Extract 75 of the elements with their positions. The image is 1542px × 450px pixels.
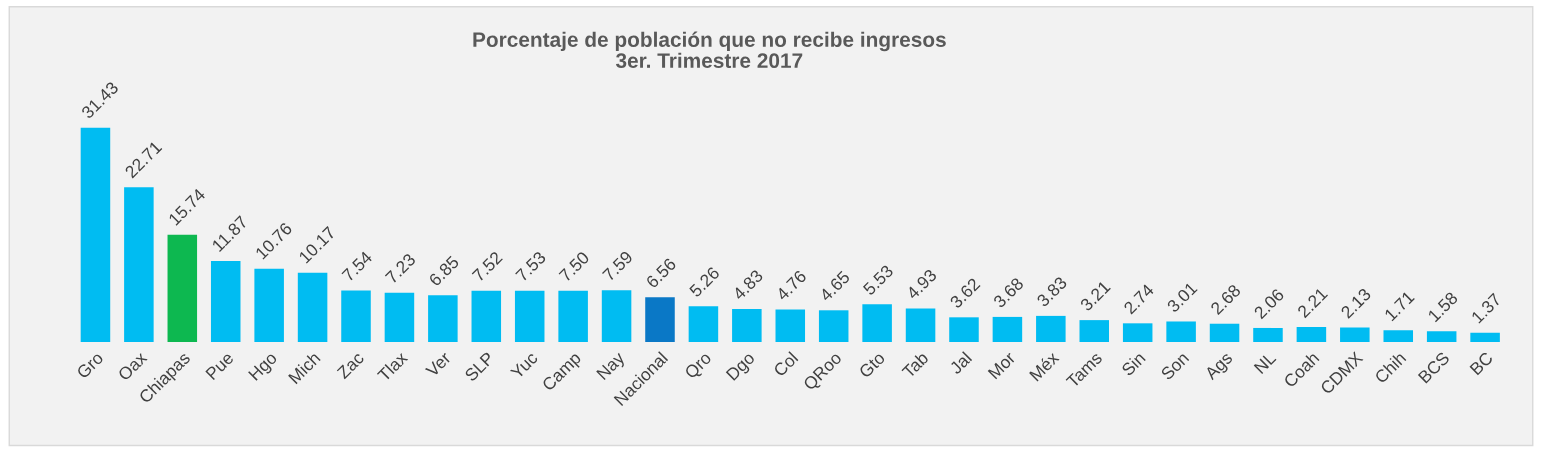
- data-label: 2.21: [1296, 286, 1328, 319]
- bar: [1383, 330, 1414, 342]
- bar: [1122, 323, 1153, 342]
- bar: [1253, 327, 1283, 342]
- bar: [1340, 327, 1370, 342]
- chart-title: Porcentaje de población que no recibe ingresos 3er. Trimestre 2017: [473, 31, 946, 69]
- x-tick-label: Zac: [336, 351, 365, 380]
- x-tick-label: Mor: [987, 350, 1017, 380]
- bar: [254, 268, 284, 342]
- x-tick-label: Tab: [901, 350, 930, 379]
- x-tick-label: Pue: [205, 351, 235, 381]
- bar: [645, 297, 675, 342]
- x-tick-label: NL: [1253, 351, 1277, 374]
- bar: [905, 308, 936, 342]
- bar: [601, 290, 632, 342]
- bar: [471, 290, 502, 342]
- data-label: 7.50: [558, 250, 590, 283]
- x-tick-label: Gro: [75, 351, 104, 380]
- x-tick-label: Gto: [858, 351, 886, 379]
- data-label: 3.01: [1166, 281, 1198, 314]
- data-label: 7.54: [341, 250, 373, 282]
- bar: [341, 290, 371, 342]
- x-tick-label: SLP: [463, 351, 495, 382]
- bar: [1426, 331, 1457, 342]
- bar: [1036, 315, 1066, 342]
- x-tick-label: Son: [1160, 351, 1190, 381]
- data-label: 3.83: [1036, 275, 1068, 308]
- x-tick-label: Hgo: [248, 351, 281, 384]
- bar: [210, 261, 241, 342]
- x-tick-label: Col: [772, 351, 799, 378]
- bar: [514, 290, 545, 342]
- x-tick-label: Ags: [1203, 351, 1236, 383]
- x-tick-label: Tlax: [376, 350, 409, 383]
- bar: [1296, 326, 1327, 342]
- x-tick-label: Méx: [1028, 350, 1060, 382]
- bar: [862, 304, 892, 342]
- bar: [775, 309, 806, 342]
- x-tick-label: Ver: [424, 350, 452, 378]
- data-label: 3.21: [1079, 280, 1111, 312]
- bar: [558, 290, 588, 342]
- bar: [1209, 323, 1240, 342]
- data-label: 7.59: [601, 250, 634, 282]
- bar: [80, 127, 111, 342]
- bar: [124, 187, 154, 342]
- data-label: 4.65: [818, 270, 851, 303]
- data-label: 7.52: [471, 250, 503, 283]
- bar: [1079, 320, 1110, 342]
- x-tick-label: BC: [1469, 351, 1494, 376]
- bar: [732, 309, 762, 342]
- bar: [1166, 321, 1196, 342]
- x-tick-label: Dgo: [725, 351, 758, 384]
- bar: [992, 316, 1023, 342]
- data-label: 7.23: [384, 252, 417, 285]
- bar: [818, 310, 849, 342]
- x-tick-label: Sin: [1120, 351, 1146, 377]
- data-label: 3.62: [949, 277, 981, 309]
- bar: [1470, 332, 1500, 342]
- bar: [167, 234, 198, 342]
- data-label: 4.83: [731, 269, 764, 301]
- bar: [297, 272, 328, 342]
- data-label: 1.71: [1384, 290, 1415, 322]
- bar: [949, 317, 979, 342]
- x-tick-label: Yuc: [509, 351, 539, 380]
- data-label: 3.68: [992, 276, 1025, 309]
- x-tick-label: Jal: [948, 351, 973, 375]
- bar: [384, 292, 415, 342]
- data-label: 6.85: [428, 255, 460, 287]
- x-tick-label: Chih: [1373, 351, 1407, 384]
- data-label: 7.53: [515, 250, 547, 283]
- data-label: 4.93: [905, 268, 938, 301]
- data-label: 6.56: [645, 257, 677, 289]
- bar: [428, 295, 458, 342]
- x-tick-label: Qro: [683, 351, 715, 382]
- bar: [688, 306, 719, 342]
- data-label: 4.76: [775, 269, 808, 302]
